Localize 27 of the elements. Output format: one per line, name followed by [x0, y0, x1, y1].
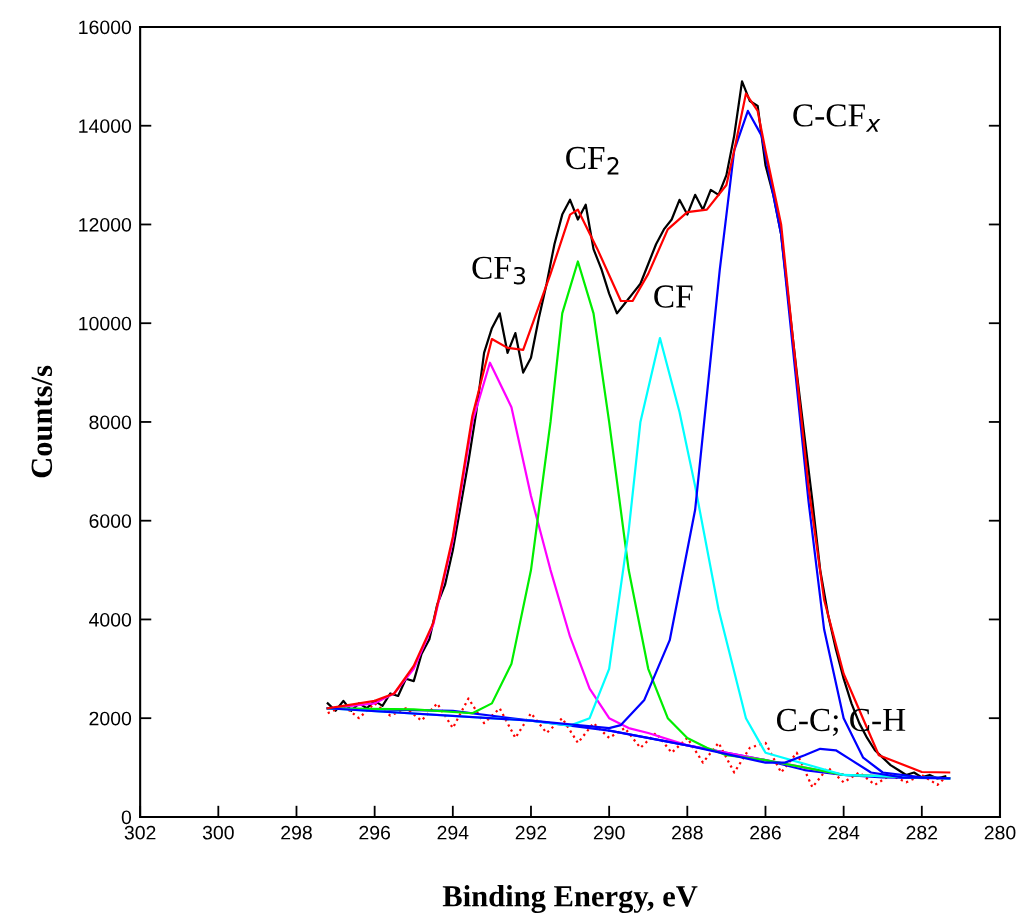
annotation: C-CF$_{x}$ [793, 104, 881, 132]
y-tick-label: 6000 [89, 514, 132, 528]
annotation: CF$_{2}$ [566, 146, 619, 175]
y-tick-label: 4000 [89, 612, 132, 627]
x-tick-label: 294 [437, 825, 469, 840]
y-tick-label: 12000 [79, 217, 132, 232]
x-tick-label: 282 [906, 825, 938, 840]
annotation: CF [654, 285, 693, 308]
x-tick-label: 284 [828, 825, 860, 840]
x-tick-label: 296 [359, 825, 391, 840]
y-tick-label: 14000 [79, 119, 132, 133]
x-tick-label: 292 [515, 825, 547, 840]
x-tick-label: 298 [281, 825, 312, 840]
x-tick-label: 288 [672, 825, 703, 840]
x-tick-label: 302 [124, 825, 156, 840]
x-tick-label: 300 [202, 825, 234, 840]
x-tick-label: 290 [593, 825, 625, 840]
y-tick-label: 16000 [79, 20, 132, 35]
y-tick-label: 0 [121, 810, 132, 825]
x-axis-title: Binding Energy, eV [442, 885, 698, 913]
y-tick-label: 10000 [79, 316, 132, 331]
y-axis-title: Counts/s [31, 365, 53, 478]
y-tick-label: 8000 [89, 415, 132, 430]
x-tick-label: 280 [984, 825, 1016, 840]
x-tick-label: 286 [750, 825, 781, 840]
annotation: CF$_{3}$ [472, 256, 526, 285]
y-tick-label: 2000 [89, 711, 132, 726]
